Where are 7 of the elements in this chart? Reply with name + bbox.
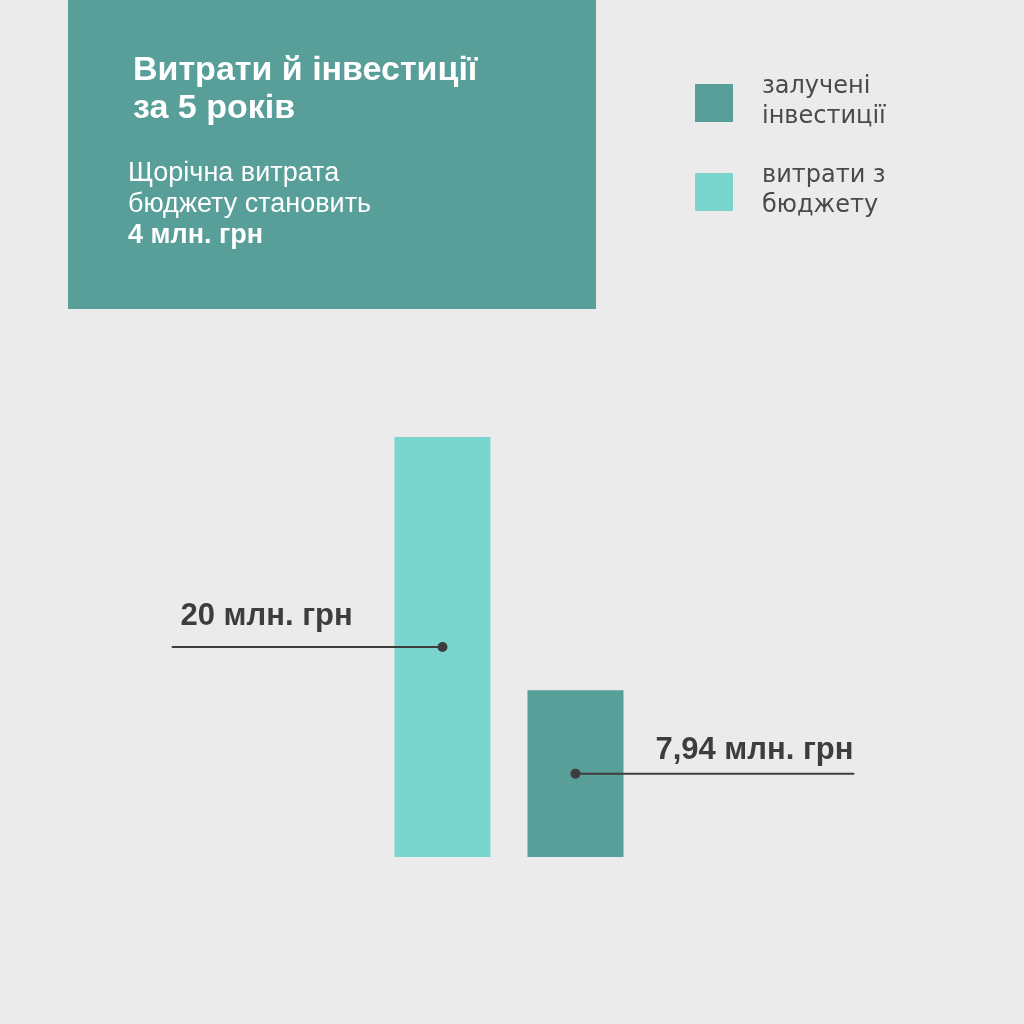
legend-label: витрати з бюджету xyxy=(762,159,887,219)
data-label: 7,94 млн. грн xyxy=(655,730,854,766)
text: 4 млн. грн xyxy=(128,219,264,250)
legend-label: залучені інвестиції xyxy=(762,70,887,130)
chart-subtitle: Щорічна витрата бюджету становить xyxy=(128,157,373,219)
data-label: 20 млн. грн xyxy=(180,597,353,632)
chart-title: Витрати й інвестиції за 5 років xyxy=(133,49,479,125)
